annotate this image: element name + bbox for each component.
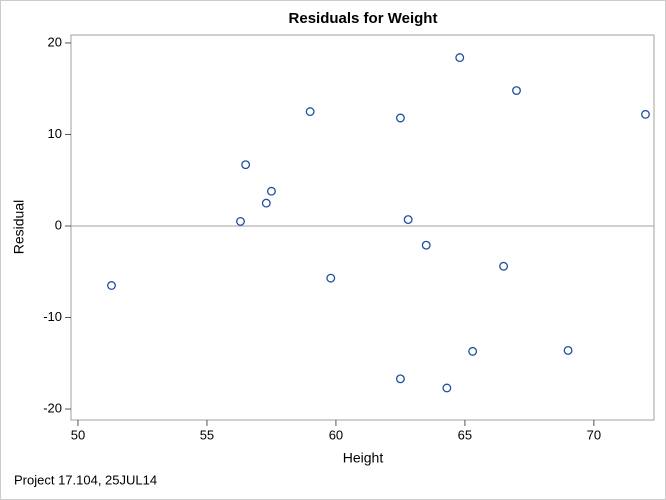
y-tick-label: 0 — [55, 217, 62, 232]
point — [395, 374, 405, 384]
point — [421, 240, 431, 250]
x-tick-label: 55 — [200, 427, 214, 442]
point — [442, 383, 452, 393]
x-tick-label: 50 — [71, 427, 85, 442]
point — [241, 160, 251, 170]
point — [403, 215, 413, 225]
y-tick-label: -10 — [43, 309, 62, 324]
chart-title: Residuals for Weight — [289, 10, 438, 27]
x-tick-label: 65 — [458, 427, 472, 442]
y-tick-label: 10 — [48, 126, 62, 141]
point — [468, 346, 478, 356]
point — [641, 109, 650, 119]
footnote: Project 17.104, 25JUL14 — [14, 472, 157, 487]
point — [305, 107, 315, 117]
point — [107, 281, 116, 290]
x-tick-label: 70 — [587, 427, 601, 442]
plot-frame — [70, 34, 655, 421]
point — [236, 216, 245, 226]
y-tick-label: 20 — [48, 34, 62, 49]
y-axis-label: Residual — [11, 200, 27, 254]
y-tick-label: -20 — [43, 400, 62, 415]
point — [261, 198, 271, 208]
point — [326, 273, 336, 283]
point — [455, 53, 465, 63]
x-axis-label: Height — [343, 450, 384, 466]
point — [563, 345, 573, 355]
point — [395, 113, 405, 123]
point — [266, 186, 276, 196]
x-tick-label: 60 — [329, 427, 343, 442]
point — [499, 261, 509, 271]
point — [512, 86, 521, 95]
